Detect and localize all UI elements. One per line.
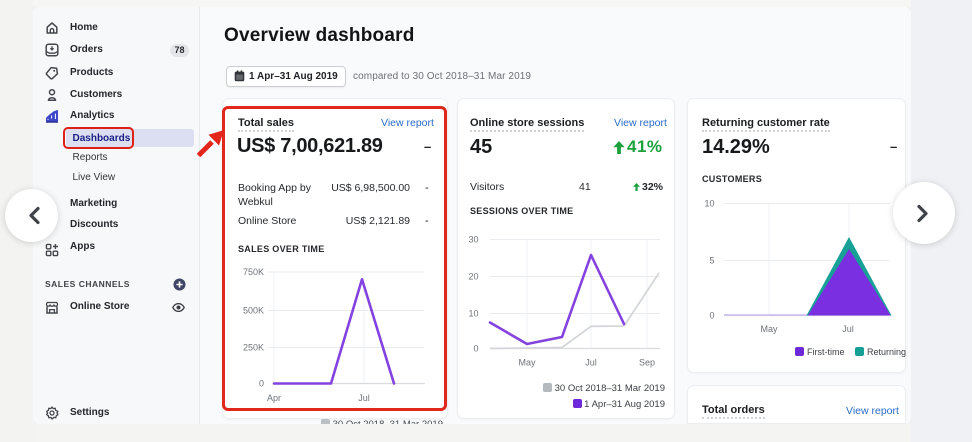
svg-text:First-time: First-time [807, 347, 845, 357]
svg-text:5: 5 [709, 256, 714, 266]
svg-text:Jul: Jul [842, 324, 854, 334]
svg-text:Returning: Returning [867, 347, 906, 357]
svg-text:0: 0 [473, 344, 478, 354]
svg-text:Jul: Jul [358, 393, 370, 403]
svg-text:Apr: Apr [267, 393, 281, 403]
svg-text:20: 20 [468, 272, 478, 282]
svg-text:10: 10 [468, 309, 478, 319]
svg-text:Sep: Sep [639, 358, 655, 368]
svg-text:0: 0 [259, 379, 264, 389]
svg-text:Jul: Jul [585, 358, 597, 368]
svg-text:500K: 500K [243, 306, 264, 316]
svg-text:0: 0 [709, 311, 714, 321]
svg-text:250K: 250K [243, 343, 264, 353]
svg-text:May: May [760, 324, 778, 334]
svg-text:30: 30 [468, 235, 478, 245]
svg-text:750K: 750K [243, 267, 264, 277]
svg-text:May: May [518, 358, 536, 368]
svg-text:10: 10 [704, 199, 714, 209]
